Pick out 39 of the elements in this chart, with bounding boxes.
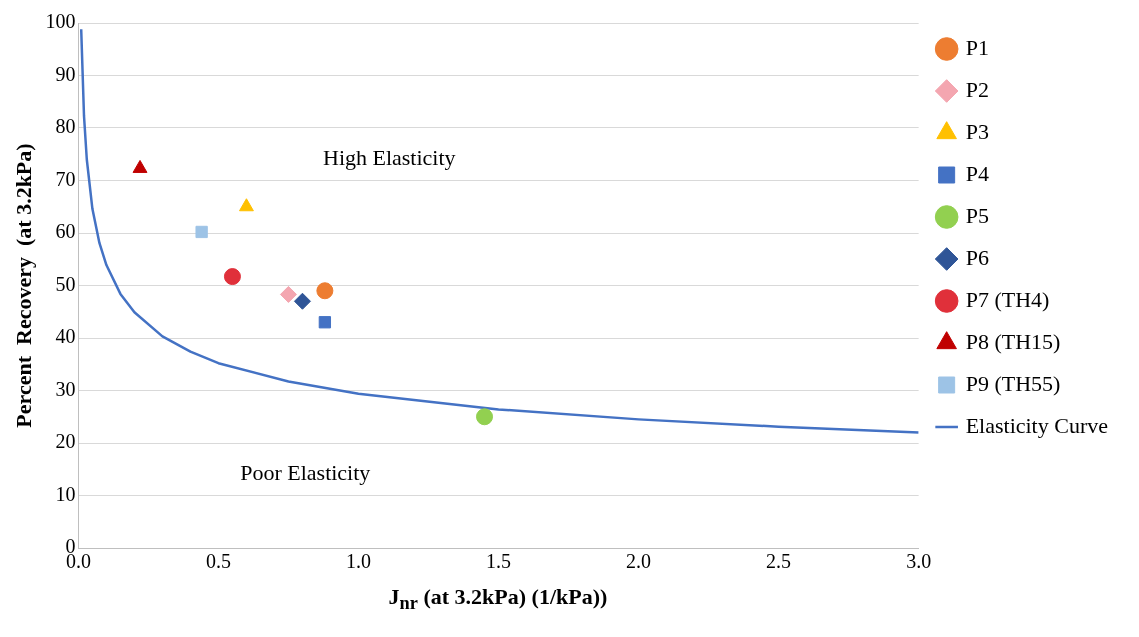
x-tick-label: 1.5: [486, 550, 512, 573]
legend-label: Elasticity Curve: [965, 412, 1108, 438]
point: [279, 285, 297, 303]
legend-label: P5: [965, 202, 989, 228]
y-tick-label: 40: [55, 325, 76, 348]
legend-label: P1: [965, 34, 989, 60]
point: [476, 408, 494, 426]
legend-label: P7 (TH4): [965, 286, 1050, 312]
y-tick-label: 60: [55, 220, 76, 243]
x-axis-title: J$_{nr}$ (at 3.2kPa) (1/kPa)): [387, 584, 609, 615]
y-tick-label: 90: [55, 62, 76, 85]
x-tick-label: 3.0: [906, 550, 932, 573]
x-tick-label: 0.5: [205, 550, 231, 573]
y-tick-label: 70: [55, 167, 76, 190]
legend-label: P3: [965, 118, 989, 144]
x-tick-label: 2.5: [766, 550, 792, 573]
legend-label: P9 (TH55): [965, 370, 1061, 396]
legend-label: P2: [965, 76, 989, 102]
legend-label: P8 (TH15): [965, 328, 1061, 354]
x-tick-label: 1.0: [345, 550, 371, 573]
point: [195, 225, 208, 239]
point: [316, 282, 334, 300]
point: [293, 292, 311, 310]
annotation: High Elasticity: [322, 145, 456, 171]
y-tick-label: 30: [55, 377, 76, 400]
y-axis-title: Percent Recovery (at 3.2kPa): [10, 143, 36, 428]
y-tick-label: 50: [55, 272, 76, 295]
point: [239, 198, 254, 212]
point: [132, 159, 148, 173]
y-tick-label: 10: [55, 482, 76, 505]
y-tick-label: 100: [45, 10, 76, 33]
x-tick-label: 2.0: [626, 550, 652, 573]
legend-label: P4: [965, 160, 989, 186]
y-tick-label: 20: [55, 430, 76, 453]
point: [318, 316, 332, 329]
point: [223, 268, 241, 286]
legend-label: P6: [965, 244, 989, 270]
annotation: Poor Elasticity: [240, 460, 371, 486]
y-tick-label: 80: [55, 115, 76, 138]
